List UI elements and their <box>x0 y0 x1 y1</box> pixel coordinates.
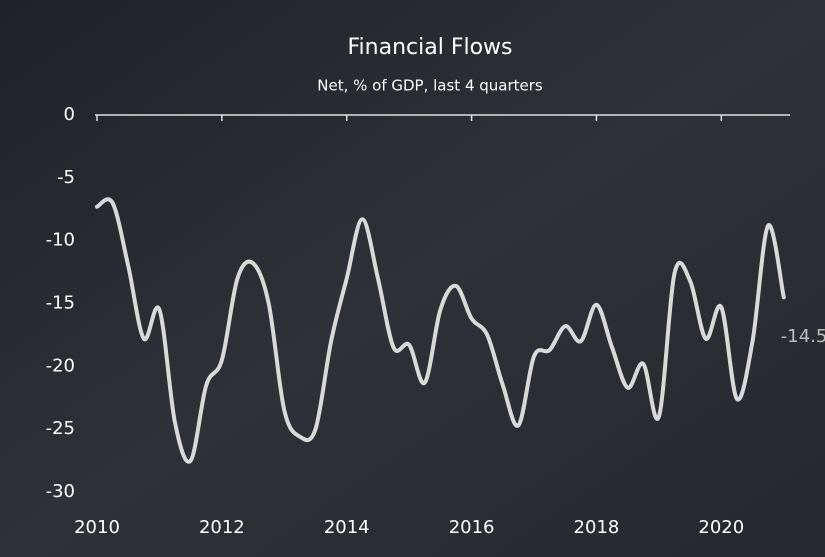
y-tick-label: 0 <box>64 104 75 125</box>
y-tick-label: -30 <box>46 481 75 502</box>
x-tick-label: 2014 <box>324 517 370 538</box>
y-tick-label: -5 <box>57 167 75 188</box>
x-tick-label: 2010 <box>74 517 120 538</box>
chart: Financial Flows Net, % of GDP, last 4 qu… <box>0 0 825 557</box>
chart-subtitle: Net, % of GDP, last 4 quarters <box>317 77 543 95</box>
y-tick-label: -15 <box>46 293 75 314</box>
x-tick-label: 2018 <box>574 517 620 538</box>
x-tick-label: 2016 <box>449 517 495 538</box>
y-tick-label: -10 <box>46 230 75 251</box>
chart-title: Financial Flows <box>347 35 512 60</box>
end-value-label: -14.5 <box>781 326 825 347</box>
y-tick-label: -20 <box>46 355 75 376</box>
y-tick-label: -25 <box>46 418 75 439</box>
x-tick-label: 2012 <box>199 517 245 538</box>
x-tick-label: 2020 <box>698 517 744 538</box>
